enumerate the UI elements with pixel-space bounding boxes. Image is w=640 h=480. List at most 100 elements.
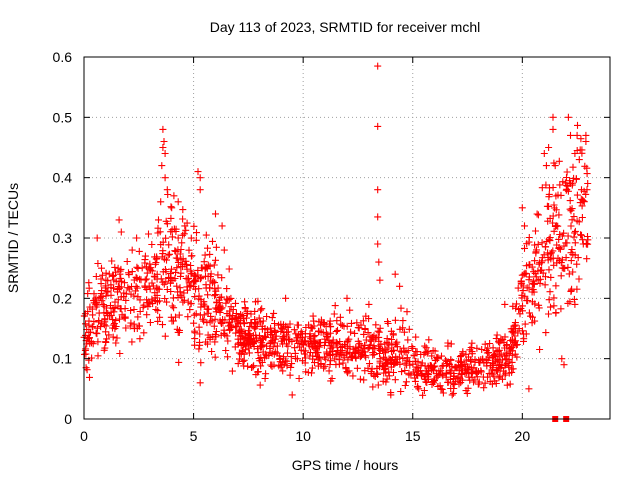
data-point [180, 289, 188, 297]
data-point [163, 186, 171, 194]
x-tick-label: 5 [190, 428, 198, 444]
data-point [404, 336, 412, 344]
data-point [107, 308, 115, 316]
data-point [413, 348, 421, 356]
data-point [310, 333, 318, 341]
data-point [184, 275, 192, 283]
data-point [569, 163, 577, 171]
data-point [546, 250, 554, 258]
data-point [471, 356, 479, 364]
data-point [124, 284, 132, 292]
data-point [519, 282, 527, 290]
y-tick-label: 0.1 [53, 351, 73, 367]
data-point [457, 352, 465, 360]
data-point [393, 343, 401, 351]
data-point [524, 297, 532, 305]
data-point [100, 309, 108, 317]
data-point [192, 236, 200, 244]
data-point [97, 280, 105, 288]
data-point [570, 174, 578, 182]
data-point [223, 310, 231, 318]
data-point [323, 333, 331, 341]
data-point [191, 335, 199, 343]
data-point [162, 234, 170, 242]
data-point [552, 282, 560, 290]
data-point [151, 289, 159, 297]
data-point [556, 245, 564, 253]
y-tick-label: 0.3 [53, 230, 73, 246]
data-point [273, 342, 281, 350]
data-point [387, 360, 395, 368]
data-point [470, 378, 477, 386]
data-point [156, 313, 164, 321]
data-point [250, 362, 258, 370]
data-point [546, 288, 554, 296]
data-point [575, 275, 583, 283]
data-point [341, 341, 348, 348]
data-point [488, 366, 496, 374]
data-point [393, 358, 401, 366]
data-point [567, 207, 575, 215]
data-point [175, 358, 183, 366]
data-point [94, 338, 102, 346]
data-point [545, 203, 553, 210]
data-point [234, 313, 242, 321]
data-point [145, 230, 152, 238]
data-point [319, 328, 327, 336]
data-point [550, 294, 558, 302]
data-point [489, 362, 497, 370]
data-point [428, 352, 436, 360]
data-point [568, 181, 576, 189]
data-point [111, 263, 119, 271]
data-point [439, 372, 447, 380]
data-point [90, 290, 98, 298]
data-point [552, 309, 560, 316]
data-point [494, 364, 502, 372]
data-point [387, 391, 395, 399]
data-point [211, 353, 219, 361]
data-point [519, 327, 526, 335]
data-point [447, 368, 455, 376]
data-point [561, 179, 569, 187]
data-point [148, 267, 156, 275]
data-point [148, 241, 156, 248]
data-point [279, 367, 287, 375]
data-point [550, 201, 558, 209]
data-point [103, 335, 111, 343]
data-point [547, 273, 555, 281]
data-point [94, 260, 102, 267]
data-point [170, 192, 178, 200]
data-point [167, 203, 175, 211]
data-point [369, 383, 377, 391]
data-point [256, 318, 264, 326]
data-point [258, 343, 265, 351]
data-point [258, 305, 266, 313]
data-point [459, 348, 467, 356]
data-point [374, 371, 382, 378]
data-point [171, 247, 179, 255]
data-point [531, 269, 539, 277]
data-point [167, 214, 175, 222]
data-point [182, 274, 190, 282]
data-point [531, 300, 539, 308]
data-point [228, 367, 236, 375]
data-point [105, 331, 113, 339]
data-point [578, 214, 586, 221]
data-point [136, 335, 144, 343]
data-point [192, 285, 199, 293]
data-point [196, 379, 204, 387]
data-point [279, 334, 287, 342]
data-point [214, 284, 222, 292]
y-tick-label: 0.6 [53, 49, 73, 65]
data-point [136, 275, 144, 283]
data-point [117, 274, 125, 282]
data-point [376, 324, 384, 332]
data-point [538, 239, 546, 247]
data-point [168, 317, 176, 325]
data-point [191, 327, 199, 335]
data-point [331, 302, 339, 310]
data-point [416, 367, 424, 375]
data-point [411, 377, 419, 385]
data-point [480, 384, 488, 392]
data-point [567, 257, 575, 265]
